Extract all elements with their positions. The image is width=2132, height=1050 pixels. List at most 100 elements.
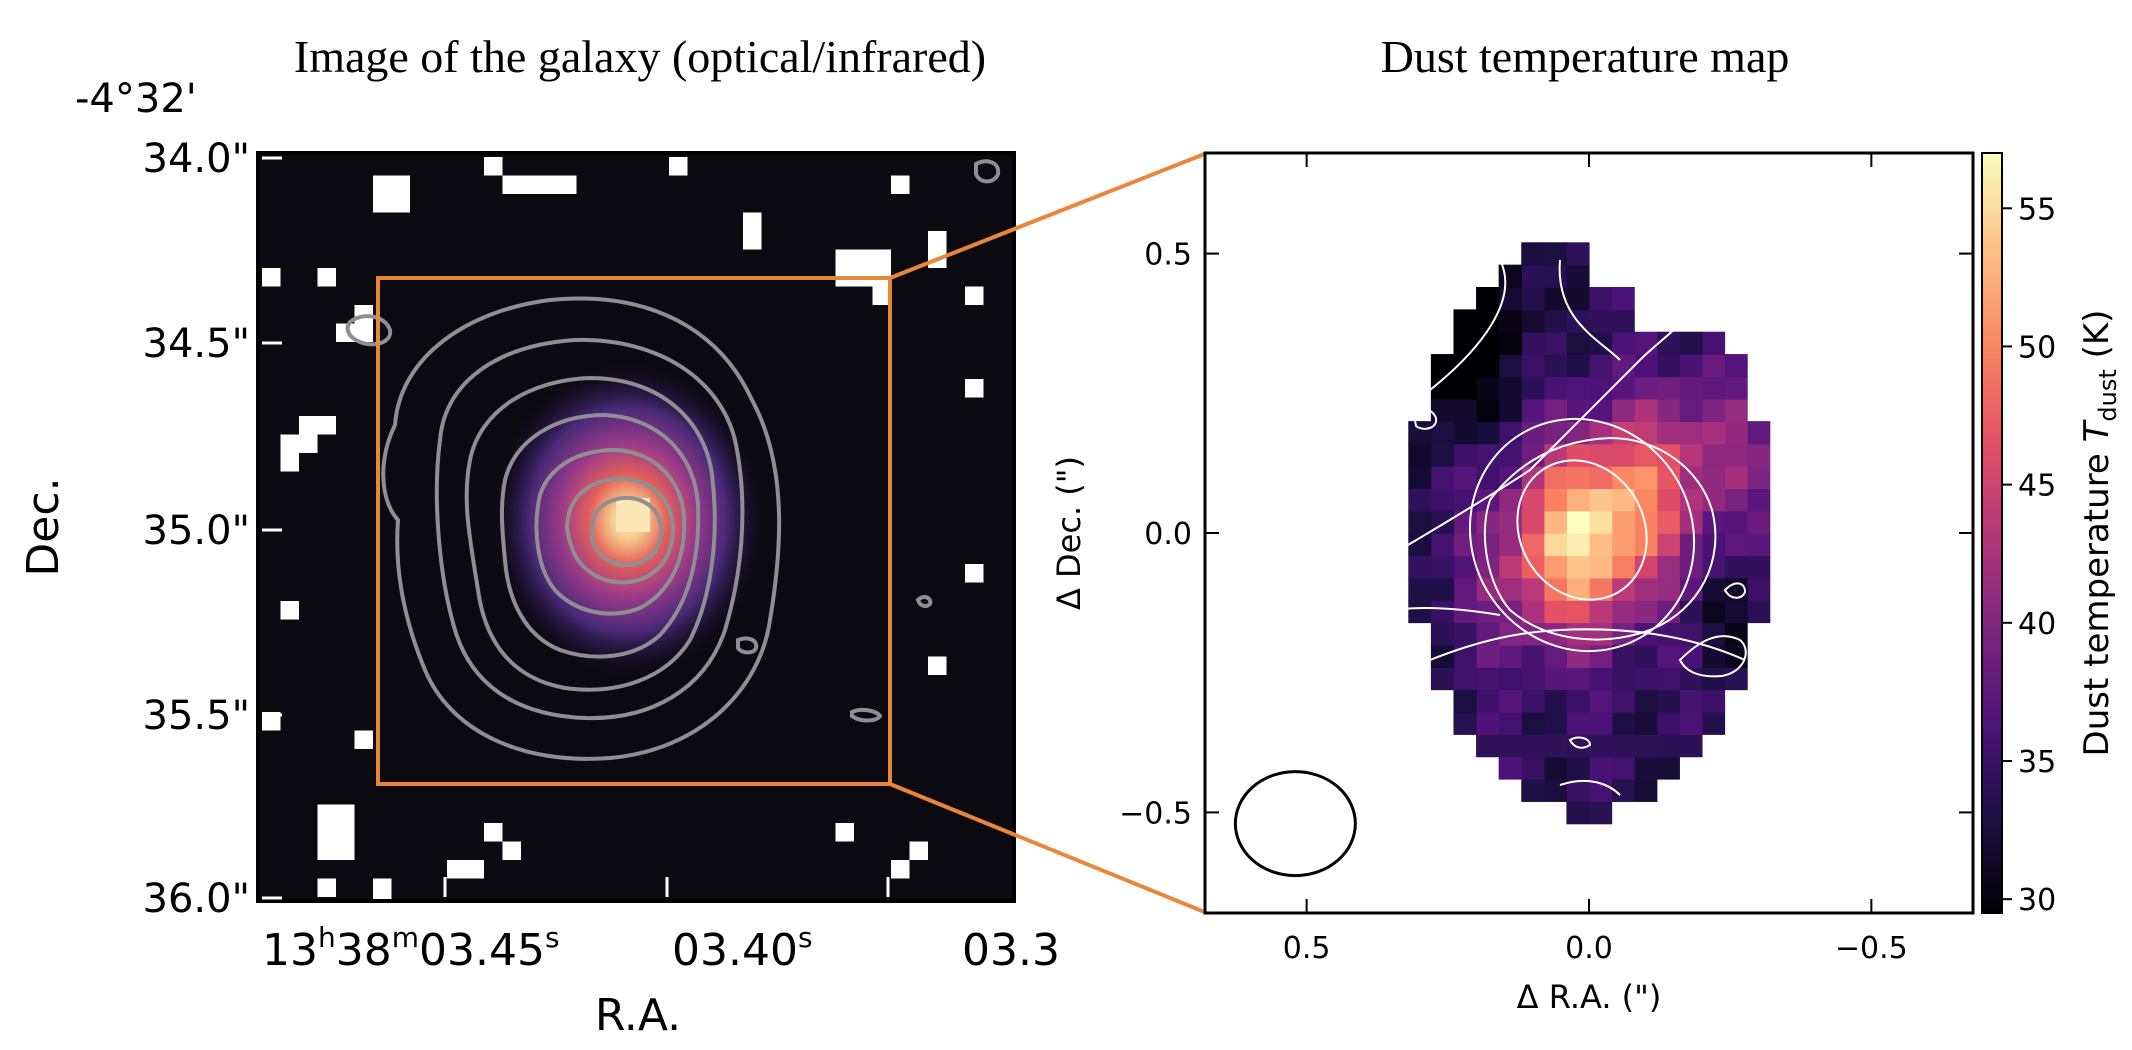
temperature-pixel <box>1543 309 1568 333</box>
colorbar <box>1982 153 2002 913</box>
xtick1-s-sup: s <box>545 921 560 954</box>
temperature-pixel <box>1634 689 1658 713</box>
temperature-pixel <box>1634 331 1658 355</box>
noise-pixel <box>502 841 521 860</box>
temperature-pixel <box>1611 465 1635 490</box>
temperature-pixel <box>1476 398 1500 422</box>
temperature-pixel <box>1611 376 1635 400</box>
temperature-pixel <box>1634 599 1658 624</box>
right-panel-title: Dust temperature map <box>1381 31 1790 82</box>
temperature-pixel <box>1747 443 1771 467</box>
noise-pixel <box>354 730 373 749</box>
noise-pixel <box>280 453 299 472</box>
temperature-pixel <box>1408 510 1432 534</box>
temperature-pixel <box>1430 532 1455 557</box>
colorbar-tick-label: 50 <box>2018 330 2056 365</box>
temperature-pixel <box>1453 622 1477 646</box>
temperature-pixel <box>1701 331 1726 355</box>
temperature-pixel <box>1611 287 1635 311</box>
temperature-pixel <box>1701 354 1726 378</box>
temperature-pixel <box>1656 376 1680 400</box>
temperature-contours <box>1384 259 1770 796</box>
temperature-pixel <box>1543 689 1568 713</box>
temperature-pixel <box>1453 689 1477 713</box>
temperature-pixel <box>1634 778 1658 802</box>
left-panel-frame <box>256 151 1016 903</box>
temperature-pixel <box>1656 354 1680 378</box>
colorbar-tick-label: 30 <box>2018 883 2056 918</box>
temperature-pixel <box>1589 376 1613 400</box>
left-panel-title: Image of the galaxy (optical/infrared) <box>294 31 986 82</box>
temperature-pixel <box>1656 756 1680 780</box>
temperature-pixel <box>1453 376 1477 400</box>
temperature-pixel <box>1634 667 1658 691</box>
temperature-pixel <box>1408 599 1432 624</box>
temperature-pixel <box>1430 488 1455 512</box>
temperature-pixel <box>1453 599 1477 624</box>
colorbar-frame <box>1981 152 2003 914</box>
temperature-pixel <box>1634 644 1658 668</box>
left-xlabel: R.A. <box>595 990 681 1041</box>
noise-pixel <box>502 175 540 194</box>
temperature-pixel <box>1566 778 1590 802</box>
temperature-pixel <box>1543 421 1568 445</box>
right-ytick-label: −0.5 <box>1119 796 1192 831</box>
temperature-pixel <box>1566 756 1590 780</box>
temperature-pixel <box>1589 599 1613 624</box>
temperature-pixel <box>1656 667 1680 691</box>
temperature-pixel <box>1476 421 1500 445</box>
temperature-pixel <box>1634 465 1658 490</box>
temperature-pixel <box>1498 734 1522 758</box>
temperature-pixel <box>1611 354 1635 378</box>
temperature-pixel <box>1543 756 1568 780</box>
temperature-pixel <box>1476 599 1500 624</box>
temperature-pixel <box>1724 622 1748 646</box>
temperature-pixel <box>1656 577 1680 601</box>
left-ytick-label: 35.5" <box>143 693 250 739</box>
temperature-pixel <box>1589 622 1613 646</box>
temperature-pixel <box>1566 599 1590 624</box>
temperature-pixel <box>1589 801 1613 825</box>
temperature-pixel <box>1521 644 1545 668</box>
temperature-pixel <box>1521 532 1545 557</box>
left-ytick-label: 34.5" <box>143 321 250 367</box>
temperature-pixel <box>1724 421 1748 445</box>
noise-pixel <box>669 157 688 176</box>
temperature-pixel <box>1453 711 1477 735</box>
temperature-pixel <box>1453 398 1477 422</box>
temperature-pixel <box>1543 510 1568 534</box>
temperature-pixel <box>1498 264 1522 288</box>
temperature-pixel <box>1611 756 1635 780</box>
temperature-pixel <box>1589 689 1613 713</box>
temperature-pixel <box>1476 376 1500 400</box>
zoom-box <box>376 276 892 786</box>
noise-pixel <box>909 841 928 860</box>
temperature-pixel <box>1679 711 1703 735</box>
temperature-pixel <box>1476 555 1500 579</box>
temperature-pixel <box>1430 555 1455 579</box>
temperature-pixel <box>1634 756 1658 780</box>
temperature-pixel <box>1566 667 1590 691</box>
noise-pixel <box>965 564 984 583</box>
temperature-pixel <box>1679 465 1703 490</box>
temperature-pixel <box>1724 465 1748 490</box>
noise-pixel <box>965 379 984 398</box>
left-ytick-labels: 34.0" 34.5" 35.0" 35.5" 36.0" <box>143 136 250 922</box>
temperature-pixel <box>1498 756 1522 780</box>
temperature-pixel <box>1656 622 1680 646</box>
temperature-pixel <box>1701 398 1726 422</box>
temperature-pixel <box>1724 532 1748 557</box>
temperature-pixel <box>1634 398 1658 422</box>
temperature-pixel <box>1611 309 1635 333</box>
noise-pixel <box>891 175 910 194</box>
noise-pixel <box>743 212 762 250</box>
temperature-pixel <box>1701 599 1726 624</box>
temperature-pixel <box>1566 711 1590 735</box>
right-ytick-label: 0.0 <box>1144 517 1192 552</box>
temperature-pixel <box>1476 510 1500 534</box>
noise-pixel <box>539 175 577 194</box>
noise-pixel <box>373 175 410 213</box>
temperature-pixel <box>1589 488 1613 512</box>
temperature-pixel <box>1566 555 1590 579</box>
noise-pixel <box>262 712 281 731</box>
